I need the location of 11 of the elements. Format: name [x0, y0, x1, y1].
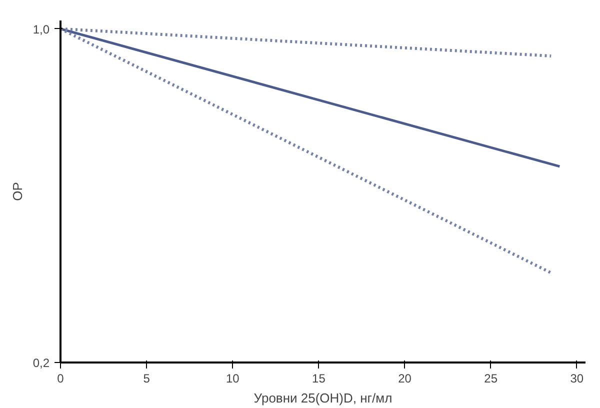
- x-tick-label: 5: [143, 372, 150, 386]
- x-tick-label: 15: [312, 372, 326, 386]
- x-tick-label: 30: [570, 372, 584, 386]
- x-tick-label: 25: [484, 372, 498, 386]
- y-axis-title: ОР: [10, 182, 25, 201]
- x-tick-label: 20: [398, 372, 412, 386]
- y-tick-label: 1,0: [32, 22, 50, 36]
- x-axis-title: Уровни 25(OH)D, нг/мл: [254, 390, 392, 406]
- y-tick-label: 0,2: [32, 356, 50, 370]
- x-tick-label: 0: [57, 372, 64, 386]
- x-tick-label: 10: [226, 372, 240, 386]
